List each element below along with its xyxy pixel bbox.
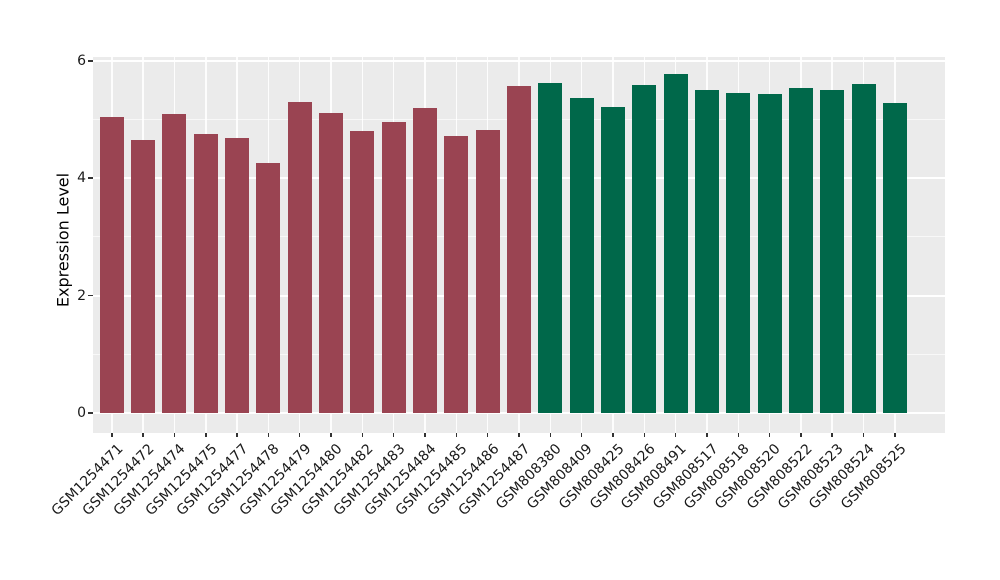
bar-GSM808426 [632, 85, 657, 413]
bar-GSM1254477 [225, 138, 250, 413]
y-tick-label: 2 [77, 287, 86, 304]
bar-GSM1254479 [287, 101, 312, 413]
y-tick-label: 4 [77, 170, 86, 187]
x-tick-mark [643, 433, 646, 437]
x-tick-mark [831, 433, 833, 437]
x-tick-mark [549, 433, 552, 437]
bar-GSM1254471 [99, 116, 124, 413]
x-tick-mark [267, 433, 270, 437]
bar-GSM1254480 [319, 113, 344, 413]
bar-GSM808522 [788, 88, 813, 413]
bar-GSM808425 [600, 106, 625, 413]
x-tick-mark [392, 433, 395, 437]
bar-GSM808523 [820, 90, 845, 413]
bar-GSM1254487 [507, 86, 531, 413]
y-tick-mark [88, 60, 93, 62]
bar-GSM1254474 [162, 113, 187, 413]
y-tick-mark [88, 177, 93, 179]
plot-panel [93, 57, 945, 433]
x-tick-mark [455, 433, 458, 437]
bar-GSM1254484 [413, 108, 438, 413]
bar-GSM1254478 [256, 162, 281, 413]
x-tick-mark [236, 433, 238, 437]
bar-GSM808518 [726, 93, 751, 413]
x-tick-mark [737, 433, 739, 437]
x-tick-mark [142, 433, 144, 437]
x-tick-mark [580, 433, 583, 437]
x-tick-mark [424, 433, 426, 437]
y-axis-title: Expression Level [53, 172, 73, 308]
x-tick-mark [173, 433, 176, 437]
y-tick-mark [88, 294, 93, 297]
bar-GSM808525 [882, 103, 907, 413]
bar-GSM1254486 [475, 130, 500, 413]
x-tick-mark [361, 433, 364, 437]
x-tick-mark [205, 433, 207, 437]
y-tick-label: 0 [77, 405, 86, 421]
x-tick-mark [894, 433, 896, 437]
x-tick-mark [862, 433, 865, 437]
x-tick-mark [800, 433, 802, 437]
y-tick-label: 6 [77, 52, 86, 69]
x-tick-mark [768, 433, 771, 437]
bar-GSM808380 [538, 82, 563, 413]
bar-GSM1254482 [350, 131, 375, 413]
bar-GSM1254485 [444, 135, 469, 413]
x-tick-mark [518, 433, 520, 437]
x-tick-mark [486, 433, 489, 437]
bar-GSM808409 [569, 98, 594, 413]
x-tick-mark [674, 433, 677, 437]
y-tick-mark [88, 412, 93, 414]
bar-GSM808491 [663, 74, 688, 413]
x-tick-mark [706, 433, 708, 437]
x-tick-mark [298, 433, 301, 437]
bar-GSM808524 [851, 84, 876, 413]
x-tick-mark [330, 433, 332, 437]
bar-GSM808520 [757, 94, 782, 413]
x-tick-mark [111, 433, 113, 437]
bar-GSM1254483 [381, 121, 406, 413]
bar-GSM1254472 [131, 140, 156, 413]
bar-GSM1254475 [193, 134, 218, 413]
x-tick-mark [612, 433, 614, 437]
bar-GSM808517 [694, 89, 719, 413]
